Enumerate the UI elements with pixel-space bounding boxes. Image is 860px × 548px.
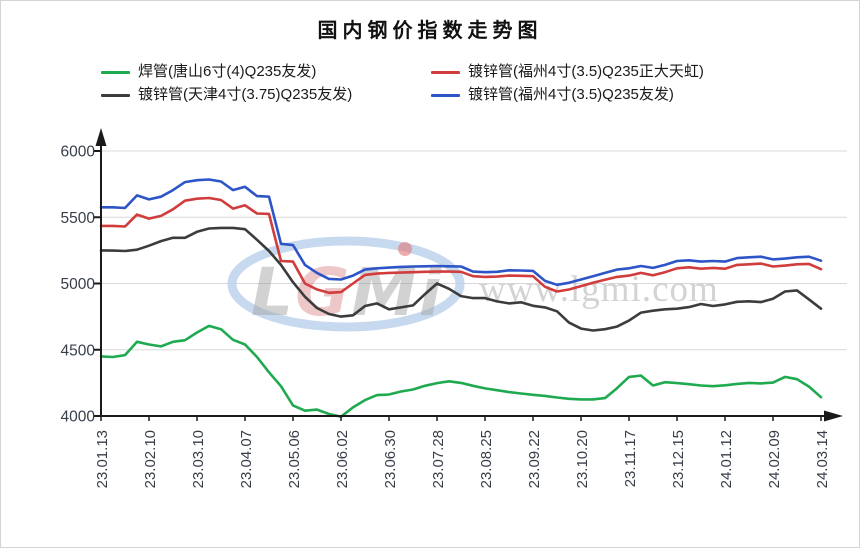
x-tick-label: 23.11.17 — [622, 430, 639, 487]
chart-title: 国内钢价指数走势图 — [317, 20, 543, 42]
legend-label-galvanized-tianjin: 镀锌管(天津4寸(3.75)Q235友发) — [138, 86, 353, 103]
watermark-ellipse-icon — [227, 236, 465, 332]
x-tick-label: 23.07.28 — [430, 430, 447, 488]
legend-marker-green-line — [101, 70, 130, 74]
legend-marker-blue-line — [431, 93, 460, 97]
x-tick-label: 23.12.15 — [670, 430, 687, 488]
legend-item-welded-pipe-tangshan: 焊管(唐山6寸(4)Q235友发) — [101, 63, 316, 81]
series-line-1 — [99, 226, 823, 332]
x-tick-label: 23.03.10 — [190, 430, 207, 488]
x-tick-label: 23.06.02 — [334, 430, 351, 488]
legend-marker-black-line — [101, 93, 130, 97]
axes: 4000 4500 5000 5500 6000 23.01.13 23.02.10 23.0… — [61, 128, 843, 488]
y-tick-label: 4000 — [61, 409, 96, 426]
x-tick-label: 23.09.22 — [526, 430, 543, 488]
x-tick-label: 23.04.07 — [238, 430, 255, 488]
x-tick-label: 24.02.09 — [766, 430, 783, 488]
y-tick-label: 5500 — [61, 210, 96, 227]
legend-label-galvanized-fuzhou-youfa: 镀锌管(福州4寸(3.5)Q235友发) — [468, 86, 674, 103]
series-lines — [99, 178, 823, 419]
x-tick-label: 23.05.06 — [286, 430, 303, 488]
y-tick-label: 5000 — [61, 276, 96, 293]
legend-item-galvanized-tianjin: 镀锌管(天津4寸(3.75)Q235友发) — [101, 86, 352, 104]
series-line-3 — [99, 178, 823, 287]
x-tick-label: 23.10.20 — [574, 430, 591, 488]
gridlines — [101, 150, 847, 351]
x-tick-label: 23.01.13 — [94, 430, 111, 488]
series-line-2 — [99, 196, 823, 295]
legend-item-galvanized-fuzhou-zhengda: 镀锌管(福州4寸(3.5)Q235正大天虹) — [431, 63, 704, 81]
x-tick-label: 24.03.14 — [814, 430, 831, 488]
x-axis-arrow-icon — [824, 410, 843, 422]
series-line-0 — [99, 324, 823, 419]
watermark-dot-icon — [398, 242, 412, 256]
lgmi-watermark: LGMi www.lgmi.com — [227, 236, 718, 332]
y-tick-label: 6000 — [61, 144, 96, 161]
y-tick-label: 4500 — [61, 342, 96, 359]
legend-label-galvanized-fuzhou-zhengda: 镀锌管(福州4寸(3.5)Q235正大天虹) — [468, 63, 704, 80]
legend-label-welded-pipe-tangshan: 焊管(唐山6寸(4)Q235友发) — [138, 63, 317, 80]
x-tick-label: 23.08.25 — [478, 430, 495, 488]
legend-marker-red-line — [431, 70, 460, 74]
y-axis-arrow-icon — [95, 128, 107, 146]
x-tick-label: 24.01.12 — [718, 430, 735, 488]
legend-item-galvanized-fuzhou-youfa: 镀锌管(福州4寸(3.5)Q235友发) — [431, 86, 674, 104]
x-tick-label: 23.06.30 — [382, 430, 399, 488]
x-tick-label: 23.02.10 — [142, 430, 159, 488]
